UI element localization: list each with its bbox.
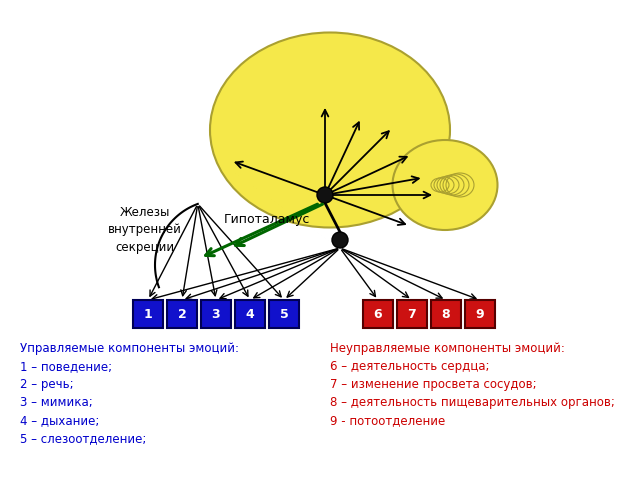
Text: 5 – слезоотделение;: 5 – слезоотделение;: [20, 432, 147, 445]
Text: 6 – деятельность сердца;: 6 – деятельность сердца;: [330, 360, 490, 373]
Ellipse shape: [210, 33, 450, 228]
FancyBboxPatch shape: [363, 300, 393, 328]
Text: Управляемые компоненты эмоций:: Управляемые компоненты эмоций:: [20, 342, 239, 355]
Text: 7 – изменение просвета сосудов;: 7 – изменение просвета сосудов;: [330, 378, 536, 391]
Text: Железы
внутренней
секреции: Железы внутренней секреции: [108, 206, 182, 253]
Text: 8 – деятельность пищеварительных органов;: 8 – деятельность пищеварительных органов…: [330, 396, 615, 409]
Text: 4: 4: [246, 308, 254, 321]
FancyBboxPatch shape: [167, 300, 197, 328]
FancyBboxPatch shape: [431, 300, 461, 328]
Text: 3 – мимика;: 3 – мимика;: [20, 396, 93, 409]
Text: 8: 8: [442, 308, 451, 321]
FancyBboxPatch shape: [235, 300, 265, 328]
Text: 2 – речь;: 2 – речь;: [20, 378, 74, 391]
FancyBboxPatch shape: [397, 300, 427, 328]
Text: 6: 6: [374, 308, 382, 321]
Text: 9 - потоотделение: 9 - потоотделение: [330, 414, 445, 427]
Text: 5: 5: [280, 308, 289, 321]
Text: 1: 1: [143, 308, 152, 321]
Circle shape: [317, 187, 333, 203]
FancyBboxPatch shape: [269, 300, 299, 328]
Text: 3: 3: [212, 308, 220, 321]
Text: 1 – поведение;: 1 – поведение;: [20, 360, 112, 373]
FancyBboxPatch shape: [465, 300, 495, 328]
Text: 7: 7: [408, 308, 417, 321]
Ellipse shape: [392, 140, 497, 230]
Text: Гипоталамус: Гипоталамус: [223, 213, 310, 226]
Circle shape: [332, 232, 348, 248]
Text: 9: 9: [476, 308, 484, 321]
Text: 2: 2: [178, 308, 186, 321]
Text: 4 – дыхание;: 4 – дыхание;: [20, 414, 99, 427]
FancyBboxPatch shape: [133, 300, 163, 328]
Text: Неуправляемые компоненты эмоций:: Неуправляемые компоненты эмоций:: [330, 342, 565, 355]
FancyBboxPatch shape: [201, 300, 231, 328]
